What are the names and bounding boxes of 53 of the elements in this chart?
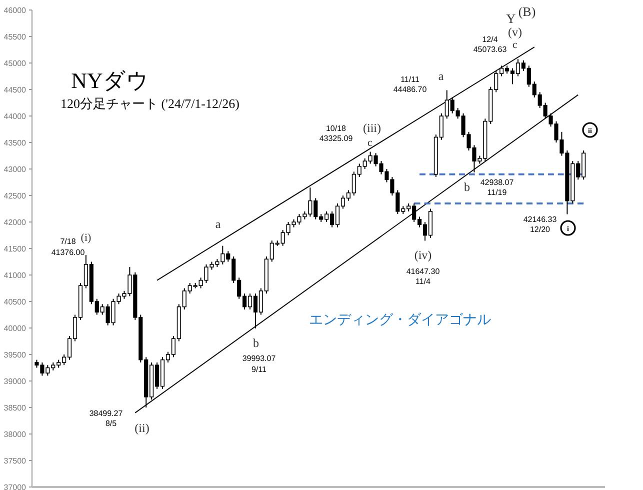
y-tick-label: 38500 bbox=[4, 404, 27, 412]
y-tick-label: 39000 bbox=[4, 377, 27, 386]
y-tick-label: 45500 bbox=[4, 32, 27, 42]
annotation: (iv) bbox=[414, 248, 432, 262]
annotation: c bbox=[368, 137, 373, 149]
annotation: 44486.70 bbox=[393, 85, 428, 94]
annotation: 11/4 bbox=[416, 277, 432, 286]
y-tick-label: 40000 bbox=[4, 324, 27, 333]
y-tick-label: 44000 bbox=[4, 112, 27, 121]
annotation: 42146.33 bbox=[523, 215, 558, 224]
annotation: 11/11 bbox=[400, 75, 420, 84]
y-tick-label: 45000 bbox=[4, 59, 27, 68]
annotation: 11/19 bbox=[487, 188, 508, 197]
annotation: 39993.07 bbox=[242, 354, 276, 363]
annotation: 12/20 bbox=[530, 225, 551, 234]
annotation: a bbox=[215, 217, 222, 231]
annotation: 41647.30 bbox=[406, 267, 440, 276]
y-tick-label: 39500 bbox=[4, 350, 27, 360]
text: 120分足チャート ('24/7/1-12/26) bbox=[60, 96, 240, 111]
annotation: 41376.00 bbox=[51, 248, 86, 257]
annotation: c bbox=[512, 39, 518, 51]
annotation: 8/5 bbox=[105, 419, 118, 428]
annotation: (v) bbox=[508, 25, 522, 39]
y-tick-label: 40500 bbox=[4, 298, 27, 306]
annotation: 43325.09 bbox=[319, 134, 354, 143]
annotation: 38499.27 bbox=[89, 409, 124, 418]
y-tick-label: 43500 bbox=[4, 138, 27, 148]
annotation: 45073.63 bbox=[473, 45, 508, 54]
annotation: 9/11 bbox=[252, 365, 268, 374]
annotation: 42938.07 bbox=[480, 178, 514, 187]
annotation: エンディング・ダイアゴナル bbox=[309, 311, 491, 327]
annotation: (B) bbox=[518, 4, 536, 19]
annotation: Y bbox=[506, 11, 516, 26]
annotation: a bbox=[438, 69, 444, 83]
y-tick-label: 37500 bbox=[4, 456, 27, 466]
annotation: (ii) bbox=[134, 421, 150, 435]
text: NYダウ bbox=[71, 68, 149, 93]
annotation: (i) bbox=[80, 232, 92, 244]
annotation: 12/4 bbox=[482, 35, 498, 44]
annotation: b bbox=[253, 336, 259, 350]
y-tick-label: 42000 bbox=[4, 218, 27, 227]
y-tick-label: 41500 bbox=[4, 244, 27, 254]
y-tick-label: 43000 bbox=[4, 165, 27, 174]
y-tick-label: 44500 bbox=[4, 86, 27, 94]
annotation: b bbox=[464, 180, 470, 194]
y-tick-label: 41000 bbox=[4, 271, 27, 280]
annotation: 10/18 bbox=[326, 124, 347, 133]
y-tick-label: 37000 bbox=[4, 483, 27, 490]
annotation: 7/18 bbox=[60, 237, 76, 246]
y-tick-label: 38000 bbox=[4, 430, 27, 439]
y-tick-label: 42500 bbox=[4, 192, 27, 200]
y-tick-label: 46000 bbox=[4, 6, 27, 15]
annotation: (iii) bbox=[363, 121, 381, 135]
